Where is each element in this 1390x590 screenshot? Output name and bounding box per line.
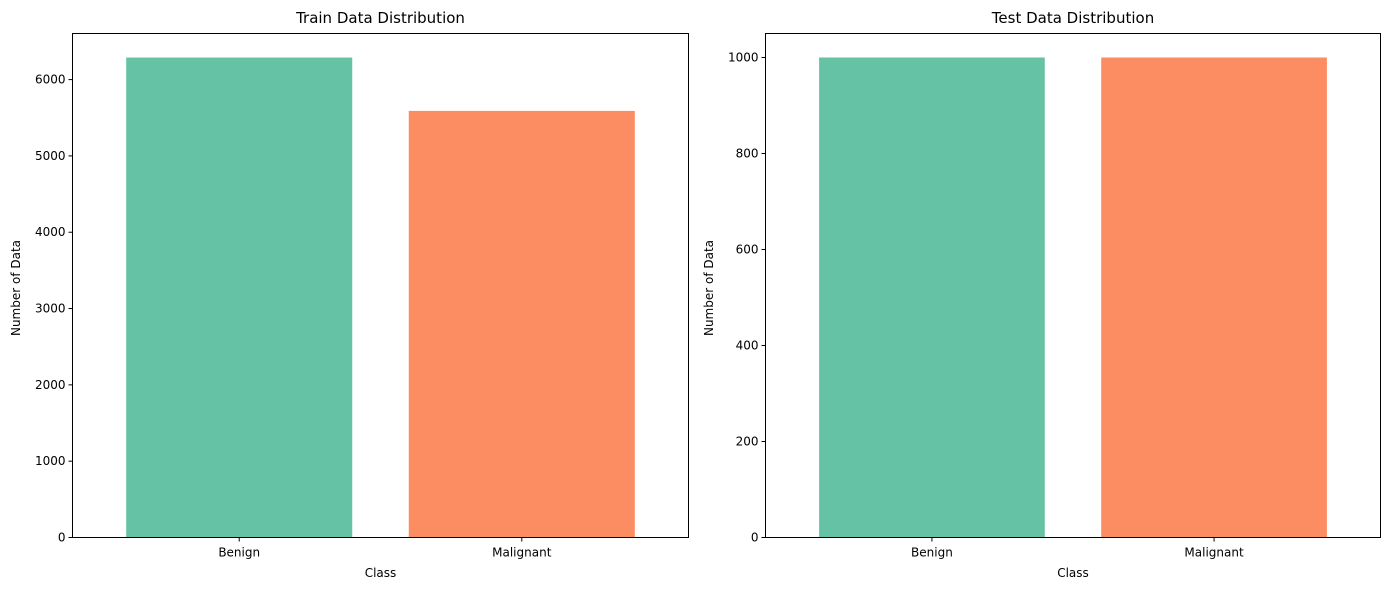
train-y-tick-label: 1000: [35, 454, 66, 468]
test-bar-malignant: [1101, 57, 1327, 538]
test-axes-frame: [765, 33, 1381, 538]
test-bar-benign: [819, 57, 1045, 538]
train-chart: Train Data Distribution Class Number of …: [9, 9, 689, 580]
test-y-axis-label: Number of Data: [702, 240, 716, 336]
train-y-tick-label: 6000: [35, 73, 66, 87]
test-y-tick-label: 1000: [728, 51, 759, 65]
test-x-tick-label: Malignant: [1184, 546, 1244, 560]
train-bar-malignant: [408, 110, 635, 538]
train-bar-benign: [126, 57, 353, 538]
test-y-ticks: 0 200 400 600 800 1000: [728, 51, 766, 545]
test-y-tick-label: 800: [736, 147, 759, 161]
train-y-ticks: 0 1000 2000 3000 4000 5000 6000: [35, 73, 73, 545]
test-y-tick-label: 200: [736, 435, 759, 449]
train-y-tick-label: 5000: [35, 149, 66, 163]
test-y-tick-label: 0: [751, 531, 759, 545]
test-chart: Test Data Distribution Class Number of D…: [702, 9, 1381, 580]
train-y-axis-label: Number of Data: [9, 240, 23, 336]
test-x-ticks: Benign Malignant: [911, 537, 1244, 560]
train-x-tick-label: Malignant: [492, 546, 552, 560]
test-x-tick-label: Benign: [911, 546, 953, 560]
train-chart-title: Train Data Distribution: [295, 9, 465, 27]
train-axes-frame: [72, 33, 689, 538]
train-y-tick-label: 4000: [35, 225, 66, 239]
train-x-tick-label: Benign: [218, 546, 260, 560]
test-chart-title: Test Data Distribution: [991, 9, 1154, 27]
train-y-tick-label: 3000: [35, 302, 66, 316]
train-x-axis-label: Class: [365, 566, 397, 580]
test-x-axis-label: Class: [1057, 566, 1089, 580]
test-y-tick-label: 600: [736, 243, 759, 257]
train-bars: [126, 57, 635, 538]
test-y-tick-label: 400: [736, 339, 759, 353]
test-bars: [819, 57, 1327, 538]
train-y-tick-label: 0: [58, 531, 66, 545]
train-y-tick-label: 2000: [35, 378, 66, 392]
train-x-ticks: Benign Malignant: [218, 537, 552, 560]
